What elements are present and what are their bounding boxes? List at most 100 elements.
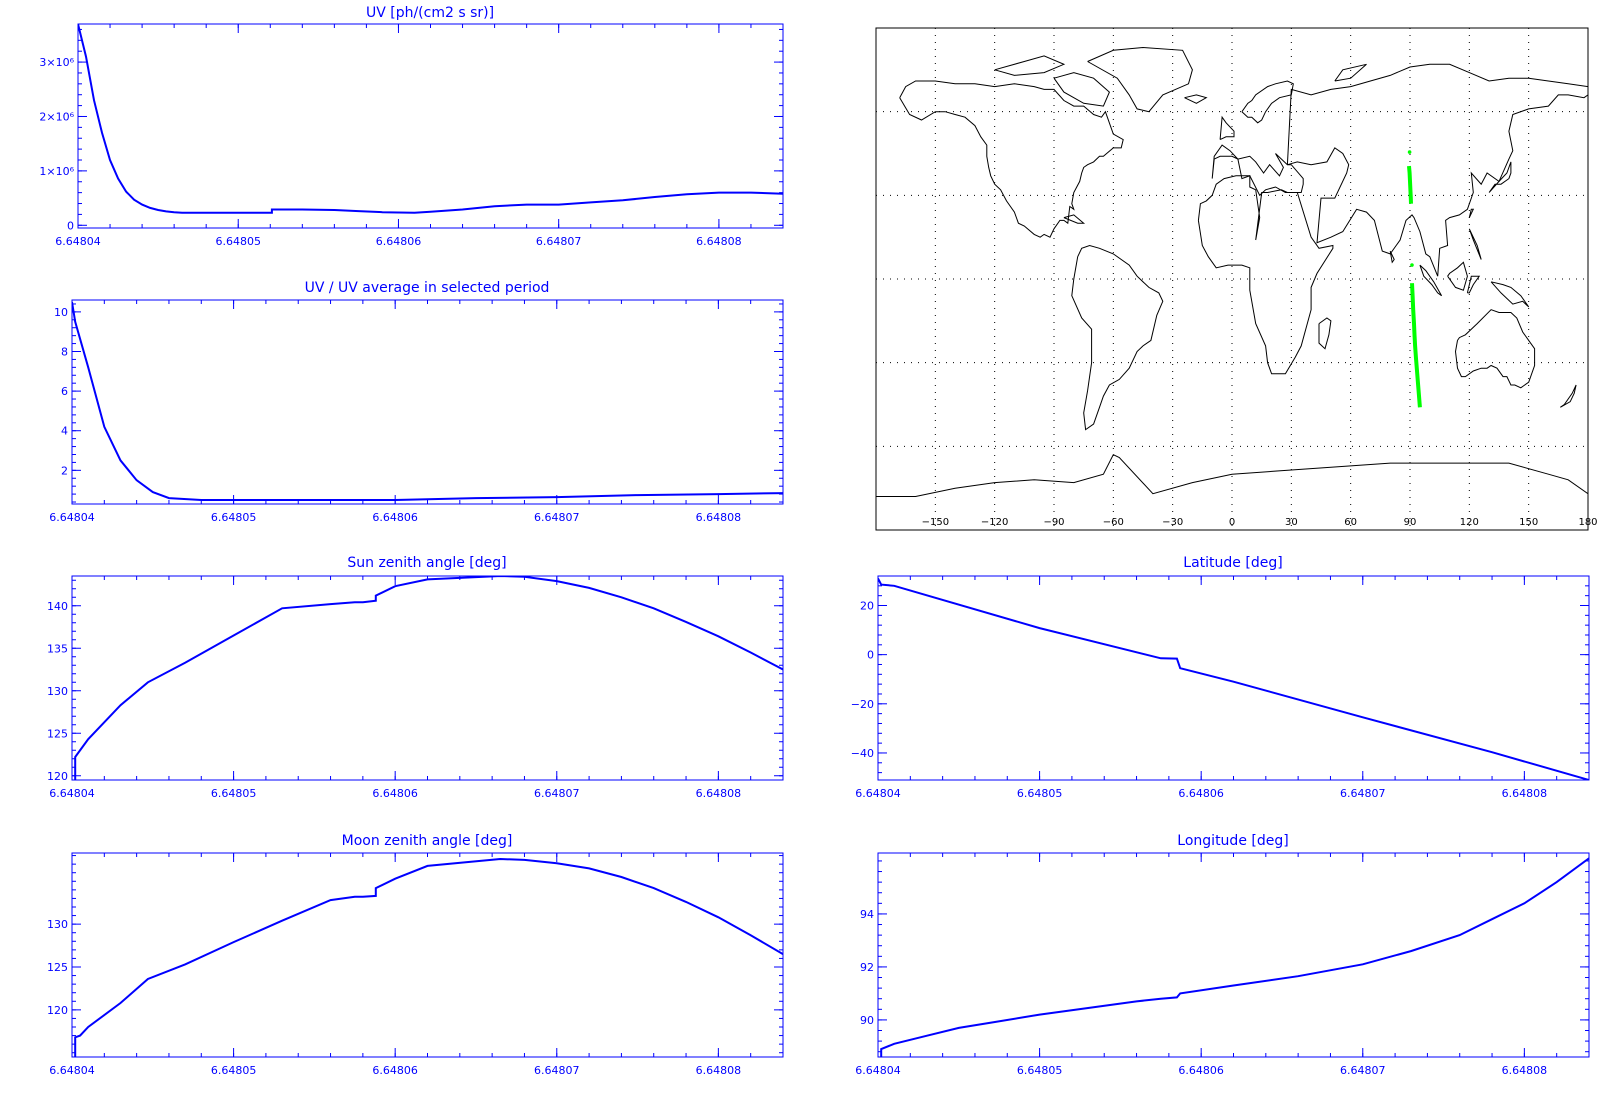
satellite-track [1407, 165, 1413, 204]
longitude-chart-title: Longitude [deg] [1177, 833, 1288, 849]
longitude-x-tick-label: 6.64806 [1178, 1064, 1224, 1077]
longitude-series-line [880, 857, 1589, 1057]
map-lon-tick-label: 60 [1344, 517, 1357, 528]
map-lon-tick-label: −60 [1103, 517, 1124, 528]
coastline-cuba [1063, 214, 1086, 224]
uv-ratio-y-tick-label: 8 [61, 345, 68, 358]
uv-ratio-y-tick-label: 6 [61, 385, 68, 398]
longitude-plot-frame [877, 852, 1590, 1058]
uv-ratio-y-tick-label: 2 [61, 464, 68, 477]
uv-x-tick-label: 6.64806 [376, 235, 422, 248]
coastline-scandinavia [1241, 80, 1294, 124]
uv-chart-title: UV [ph/(cm2 s sr)] [366, 5, 494, 21]
uv-chart: UV [ph/(cm2 s sr)] 6.64804 6.64805 6.64806… [39, 5, 784, 248]
longitude-chart: Longitude [deg] 6.64804 6.64805 6.64806 6.6… [855, 833, 1590, 1077]
uv-y-tick-label: 1×10⁶ [39, 165, 74, 178]
uv-ratio-x-tick-label: 6.64807 [534, 511, 580, 524]
uv-y-tick-label: 3×10⁶ [39, 56, 74, 69]
moon-zenith-series-line [74, 857, 783, 1057]
uv-ratio-x-tick-label: 6.64808 [696, 511, 742, 524]
map-frame [875, 27, 1589, 531]
map-lon-tick-label: −90 [1043, 517, 1064, 528]
coastline-sri-lanka [1389, 250, 1395, 264]
longitude-x-tick-label: 6.64804 [855, 1064, 901, 1077]
map-lon-tick-label: 120 [1460, 517, 1479, 528]
uv-y-tick-label: 2×10⁶ [39, 110, 74, 123]
satellite-track-point [1407, 150, 1412, 154]
longitude-y-tick-label: 94 [860, 908, 874, 921]
moon-zenith-y-tick-label: 120 [47, 1004, 68, 1017]
coastline-eurasia [1211, 144, 1304, 197]
sun-zenith-y-tick-label: 140 [47, 600, 68, 613]
latitude-series-line [878, 578, 1589, 780]
uv-x-tick-label: 6.64805 [215, 235, 261, 248]
latitude-x-tick-label: 6.64805 [1017, 787, 1063, 800]
uv-ratio-y-tick-label: 10 [54, 306, 68, 319]
longitude-y-tick-label: 90 [860, 1014, 874, 1027]
latitude-x-tick-label: 6.64808 [1502, 787, 1548, 800]
longitude-x-tick-label: 6.64807 [1340, 1064, 1386, 1077]
latitude-x-tick-label: 6.64807 [1340, 787, 1386, 800]
uv-ratio-x-tick-label: 6.64804 [49, 511, 95, 524]
longitude-x-tick-label: 6.64808 [1502, 1064, 1548, 1077]
sun-zenith-x-tick-label: 6.64804 [49, 787, 95, 800]
map-lon-tick-label: −150 [922, 517, 949, 528]
satellite-track [1410, 283, 1422, 408]
latitude-y-tick-label: −20 [851, 698, 874, 711]
uv-x-tick-label: 6.64807 [536, 235, 582, 248]
sun-zenith-y-tick-label: 120 [47, 770, 68, 783]
satellite-track-point [1410, 263, 1414, 267]
coastline-iceland [1184, 94, 1208, 104]
sun-zenith-chart-title: Sun zenith angle [deg] [347, 555, 506, 571]
sun-zenith-y-tick-label: 135 [47, 642, 68, 655]
moon-zenith-chart: Moon zenith angle [deg] 6.64804 6.64805 6.… [47, 833, 784, 1077]
coastline-new-zealand [1560, 384, 1577, 408]
longitude-x-tick-label: 6.64805 [1017, 1064, 1063, 1077]
coastline-novaya-zemlya [1334, 63, 1367, 82]
moon-zenith-x-tick-label: 6.64807 [534, 1064, 580, 1077]
moon-zenith-x-tick-label: 6.64808 [696, 1064, 742, 1077]
coastline-madagascar [1318, 317, 1332, 350]
uv-ratio-chart: UV / UV average in selected period 6.648… [49, 280, 784, 524]
uv-ratio-chart-title: UV / UV average in selected period [305, 280, 550, 296]
coastline-asia [1286, 63, 1588, 277]
uv-ratio-x-tick-label: 6.64805 [211, 511, 257, 524]
moon-zenith-plot-frame [71, 852, 784, 1058]
sun-zenith-x-tick-label: 6.64806 [372, 787, 418, 800]
latitude-chart: Latitude [deg] 6.64804 6.64805 6.64806 6.64… [851, 555, 1590, 800]
coastline-greenland [1087, 46, 1193, 113]
uv-ratio-plot-frame [71, 299, 784, 505]
sun-zenith-x-tick-label: 6.64805 [211, 787, 257, 800]
uv-plot-frame [77, 23, 784, 229]
map-lon-tick-label: 0 [1229, 517, 1235, 528]
sun-zenith-chart: Sun zenith angle [deg] 6.64804 6.64805 6.6… [47, 555, 784, 800]
coastline-philippines [1468, 228, 1482, 260]
coastline-taiwan-hainan [1468, 208, 1475, 218]
sun-zenith-x-tick-label: 6.64807 [534, 787, 580, 800]
map-lon-tick-label: 90 [1404, 517, 1417, 528]
moon-zenith-x-tick-label: 6.64805 [211, 1064, 257, 1077]
latitude-x-tick-label: 6.64804 [855, 787, 901, 800]
coastline-australia [1454, 309, 1536, 389]
uv-ratio-y-tick-label: 4 [61, 425, 68, 438]
moon-zenith-x-tick-label: 6.64804 [49, 1064, 95, 1077]
sun-zenith-series-line [74, 576, 783, 780]
longitude-y-tick-label: 92 [860, 961, 874, 974]
moon-zenith-chart-title: Moon zenith angle [deg] [342, 833, 513, 849]
latitude-x-tick-label: 6.64806 [1178, 787, 1224, 800]
map-lon-tick-label: 150 [1519, 517, 1538, 528]
latitude-chart-title: Latitude [deg] [1183, 555, 1282, 571]
coastline-borneo [1447, 261, 1468, 291]
moon-zenith-y-tick-label: 130 [47, 918, 68, 931]
sun-zenith-plot-frame [71, 575, 784, 781]
uv-x-tick-label: 6.64804 [55, 235, 101, 248]
sun-zenith-y-tick-label: 125 [47, 727, 68, 740]
map-lon-tick-label: −120 [981, 517, 1008, 528]
coastline-north-america [899, 80, 1124, 238]
coastline-antarctica [876, 454, 1588, 497]
coastline-arctic-islands [994, 55, 1066, 76]
uv-ratio-x-tick-label: 6.64806 [372, 511, 418, 524]
map-lon-tick-label: 180 [1578, 517, 1597, 528]
coastline-japan [1488, 161, 1512, 193]
